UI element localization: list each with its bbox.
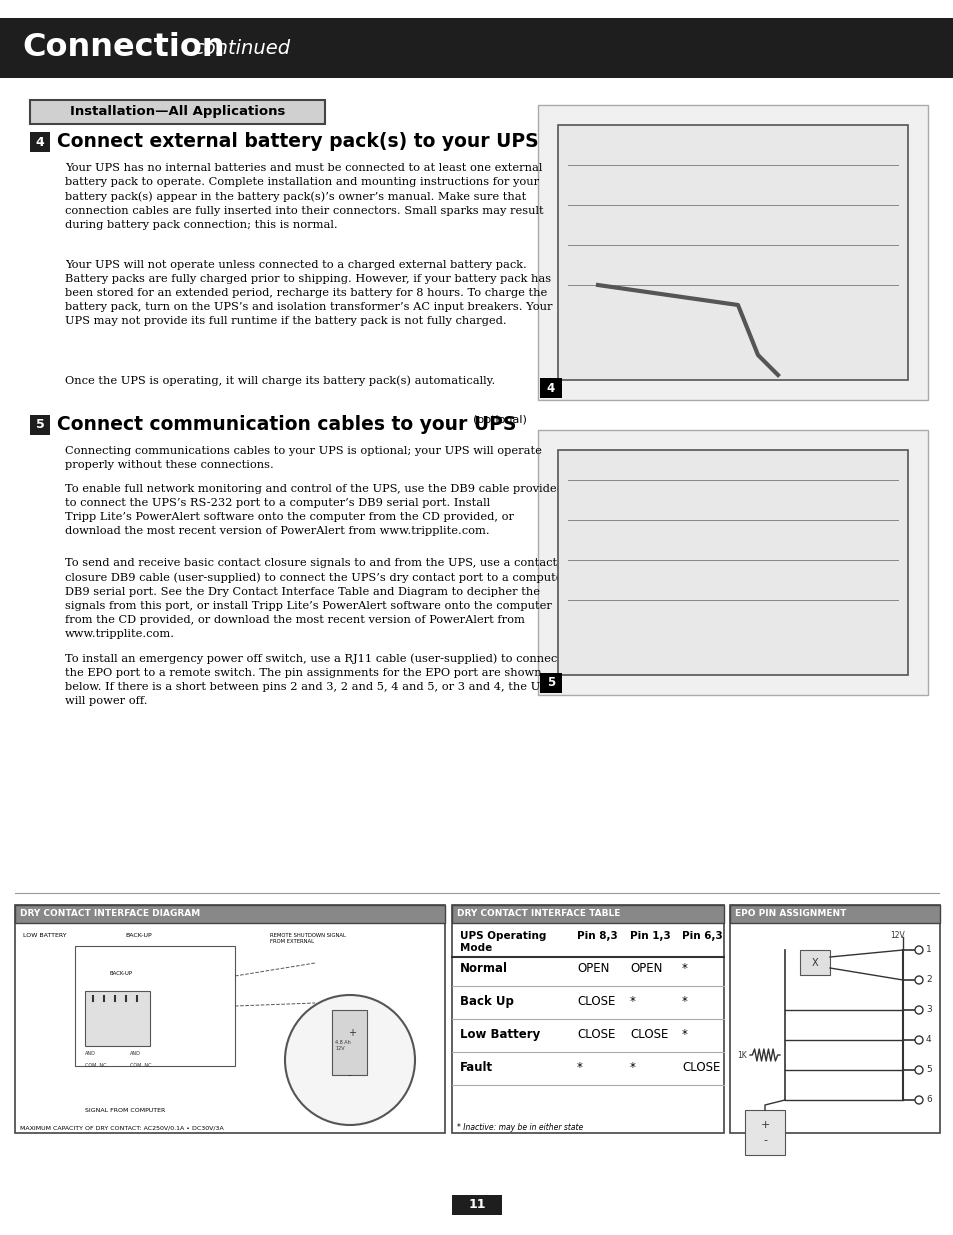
Text: 2: 2 bbox=[925, 976, 931, 984]
Text: Back Up: Back Up bbox=[459, 995, 514, 1008]
Bar bbox=[744, 1110, 784, 1155]
Bar bbox=[85, 990, 150, 1046]
Bar bbox=[15, 905, 444, 923]
Text: DRY CONTACT INTERFACE TABLE: DRY CONTACT INTERFACE TABLE bbox=[456, 909, 619, 919]
Text: Once the UPS is operating, it will charge its battery pack(s) automatically.: Once the UPS is operating, it will charg… bbox=[65, 375, 495, 385]
Text: COM  NC: COM NC bbox=[130, 1063, 152, 1068]
Bar bbox=[30, 100, 325, 124]
Circle shape bbox=[285, 995, 415, 1125]
Text: AND: AND bbox=[85, 1051, 95, 1056]
Text: Mode: Mode bbox=[459, 944, 492, 953]
Text: 4: 4 bbox=[35, 136, 45, 148]
Text: -: - bbox=[348, 1070, 351, 1079]
Circle shape bbox=[914, 1007, 923, 1014]
Text: To send and receive basic contact closure signals to and from the UPS, use a con: To send and receive basic contact closur… bbox=[65, 558, 577, 638]
Text: CLOSE: CLOSE bbox=[577, 1028, 615, 1041]
Text: Connection: Connection bbox=[22, 32, 224, 63]
Bar bbox=[30, 415, 50, 435]
Text: 1: 1 bbox=[925, 946, 931, 955]
Bar bbox=[729, 905, 939, 923]
Text: +: + bbox=[760, 1119, 769, 1130]
Text: Your UPS will not operate unless connected to a charged external battery pack.
B: Your UPS will not operate unless connect… bbox=[65, 261, 552, 326]
Text: 5: 5 bbox=[925, 1066, 931, 1074]
Bar bbox=[800, 950, 829, 974]
Text: * Inactive: may be in either state: * Inactive: may be in either state bbox=[456, 1123, 582, 1132]
Text: Connecting communications cables to your UPS is optional; your UPS will operate
: Connecting communications cables to your… bbox=[65, 446, 541, 471]
Text: LOW BATTERY: LOW BATTERY bbox=[23, 932, 67, 939]
Text: AND: AND bbox=[130, 1051, 141, 1056]
Circle shape bbox=[914, 1066, 923, 1074]
Text: 12V: 12V bbox=[890, 931, 904, 940]
Circle shape bbox=[914, 1036, 923, 1044]
Text: MAXIMUM CAPACITY OF DRY CONTACT: AC250V/0.1A • DC30V/3A: MAXIMUM CAPACITY OF DRY CONTACT: AC250V/… bbox=[20, 1125, 224, 1130]
Text: Installation—All Applications: Installation—All Applications bbox=[70, 105, 285, 119]
Text: EPO PIN ASSIGNMENT: EPO PIN ASSIGNMENT bbox=[734, 909, 845, 919]
Text: 4: 4 bbox=[546, 382, 555, 394]
Text: *: * bbox=[629, 995, 636, 1008]
Text: COM  NC: COM NC bbox=[85, 1063, 107, 1068]
Bar bbox=[452, 905, 723, 1132]
Text: OPEN: OPEN bbox=[629, 962, 661, 974]
Bar bbox=[539, 673, 561, 693]
Text: (optional): (optional) bbox=[473, 415, 526, 425]
Text: BACK-UP: BACK-UP bbox=[125, 932, 152, 939]
Text: 5: 5 bbox=[546, 677, 555, 689]
Text: -: - bbox=[762, 1135, 766, 1146]
Bar bbox=[539, 378, 561, 398]
Text: 11: 11 bbox=[468, 1198, 485, 1212]
Text: continued: continued bbox=[193, 38, 290, 58]
Bar bbox=[452, 905, 723, 923]
Text: +: + bbox=[348, 1028, 355, 1037]
Bar bbox=[30, 132, 50, 152]
Text: Fault: Fault bbox=[459, 1061, 493, 1074]
Text: DRY CONTACT INTERFACE DIAGRAM: DRY CONTACT INTERFACE DIAGRAM bbox=[20, 909, 200, 919]
Bar bbox=[452, 1195, 501, 1215]
Text: CLOSE: CLOSE bbox=[629, 1028, 668, 1041]
Bar bbox=[558, 450, 907, 676]
Circle shape bbox=[914, 976, 923, 984]
Text: *: * bbox=[681, 962, 687, 974]
Text: CLOSE: CLOSE bbox=[577, 995, 615, 1008]
Bar bbox=[0, 19, 953, 78]
Text: 6: 6 bbox=[925, 1095, 931, 1104]
Text: 4.8 Ah
12V: 4.8 Ah 12V bbox=[335, 1040, 351, 1051]
Text: Pin 8,3: Pin 8,3 bbox=[577, 931, 618, 941]
Text: Low Battery: Low Battery bbox=[459, 1028, 539, 1041]
Text: 4: 4 bbox=[925, 1035, 931, 1045]
Text: *: * bbox=[681, 1028, 687, 1041]
Bar bbox=[75, 946, 234, 1066]
Text: *: * bbox=[629, 1061, 636, 1074]
Text: Normal: Normal bbox=[459, 962, 507, 974]
Text: BACK-UP: BACK-UP bbox=[110, 971, 133, 976]
Text: 3: 3 bbox=[925, 1005, 931, 1014]
Text: OPEN: OPEN bbox=[577, 962, 609, 974]
Text: To install an emergency power off switch, use a RJ11 cable (user-supplied) to co: To install an emergency power off switch… bbox=[65, 653, 561, 705]
Text: CLOSE: CLOSE bbox=[681, 1061, 720, 1074]
Text: UPS Operating: UPS Operating bbox=[459, 931, 546, 941]
Text: Connect communication cables to your UPS: Connect communication cables to your UPS bbox=[57, 415, 516, 433]
Text: Your UPS has no internal batteries and must be connected to at least one externa: Your UPS has no internal batteries and m… bbox=[65, 163, 543, 230]
Bar bbox=[15, 905, 444, 1132]
Text: Pin 1,3: Pin 1,3 bbox=[629, 931, 670, 941]
Text: *: * bbox=[681, 995, 687, 1008]
Bar bbox=[729, 905, 939, 1132]
Circle shape bbox=[914, 946, 923, 953]
Text: *: * bbox=[577, 1061, 582, 1074]
Text: Pin 6,3: Pin 6,3 bbox=[681, 931, 722, 941]
Bar bbox=[558, 125, 907, 380]
Text: 5: 5 bbox=[35, 419, 45, 431]
Text: To enable full network monitoring and control of the UPS, use the DB9 cable prov: To enable full network monitoring and co… bbox=[65, 484, 563, 536]
Bar bbox=[333, 1010, 367, 1074]
Text: REMOTE SHUTDOWN SIGNAL
FROM EXTERNAL: REMOTE SHUTDOWN SIGNAL FROM EXTERNAL bbox=[270, 932, 346, 944]
Text: X: X bbox=[811, 957, 818, 967]
Text: Connect external battery pack(s) to your UPS: Connect external battery pack(s) to your… bbox=[57, 132, 538, 151]
Circle shape bbox=[914, 1095, 923, 1104]
Bar bbox=[537, 430, 927, 695]
Bar bbox=[537, 105, 927, 400]
Text: SIGNAL FROM COMPUTER: SIGNAL FROM COMPUTER bbox=[85, 1108, 165, 1113]
Text: 1K: 1K bbox=[737, 1051, 746, 1060]
